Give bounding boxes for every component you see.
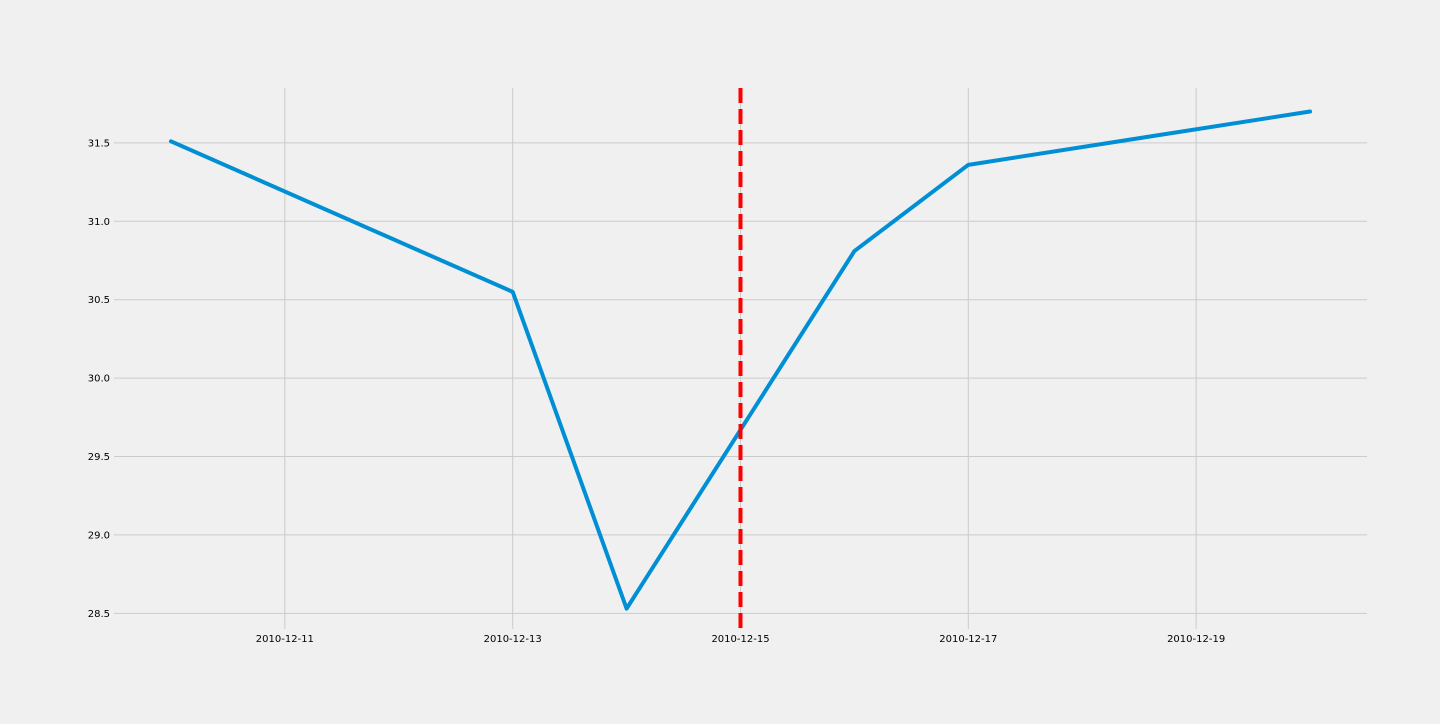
y-tick-label: 31.5: [88, 138, 110, 149]
x-tick-label: 2010-12-19: [1167, 634, 1225, 645]
x-tick-label: 2010-12-17: [939, 634, 997, 645]
grid: [114, 88, 1367, 629]
x-tick-label: 2010-12-13: [484, 634, 542, 645]
y-tick-label: 29.0: [88, 530, 110, 541]
y-tick-label: 28.5: [88, 609, 110, 620]
y-tick-label: 30.5: [88, 295, 110, 306]
x-axis-ticks: 2010-12-11 2010-12-13 2010-12-15 2010-12-17…: [256, 634, 1225, 645]
y-tick-label: 29.5: [88, 452, 110, 463]
y-tick-label: 30.0: [88, 374, 110, 385]
x-tick-label: 2010-12-11: [256, 634, 314, 645]
x-tick-label: 2010-12-15: [711, 634, 769, 645]
y-axis-ticks: 28.5 29.0 29.5 30.0 30.5 31.0 31.5: [88, 138, 110, 619]
y-tick-label: 31.0: [88, 217, 110, 228]
